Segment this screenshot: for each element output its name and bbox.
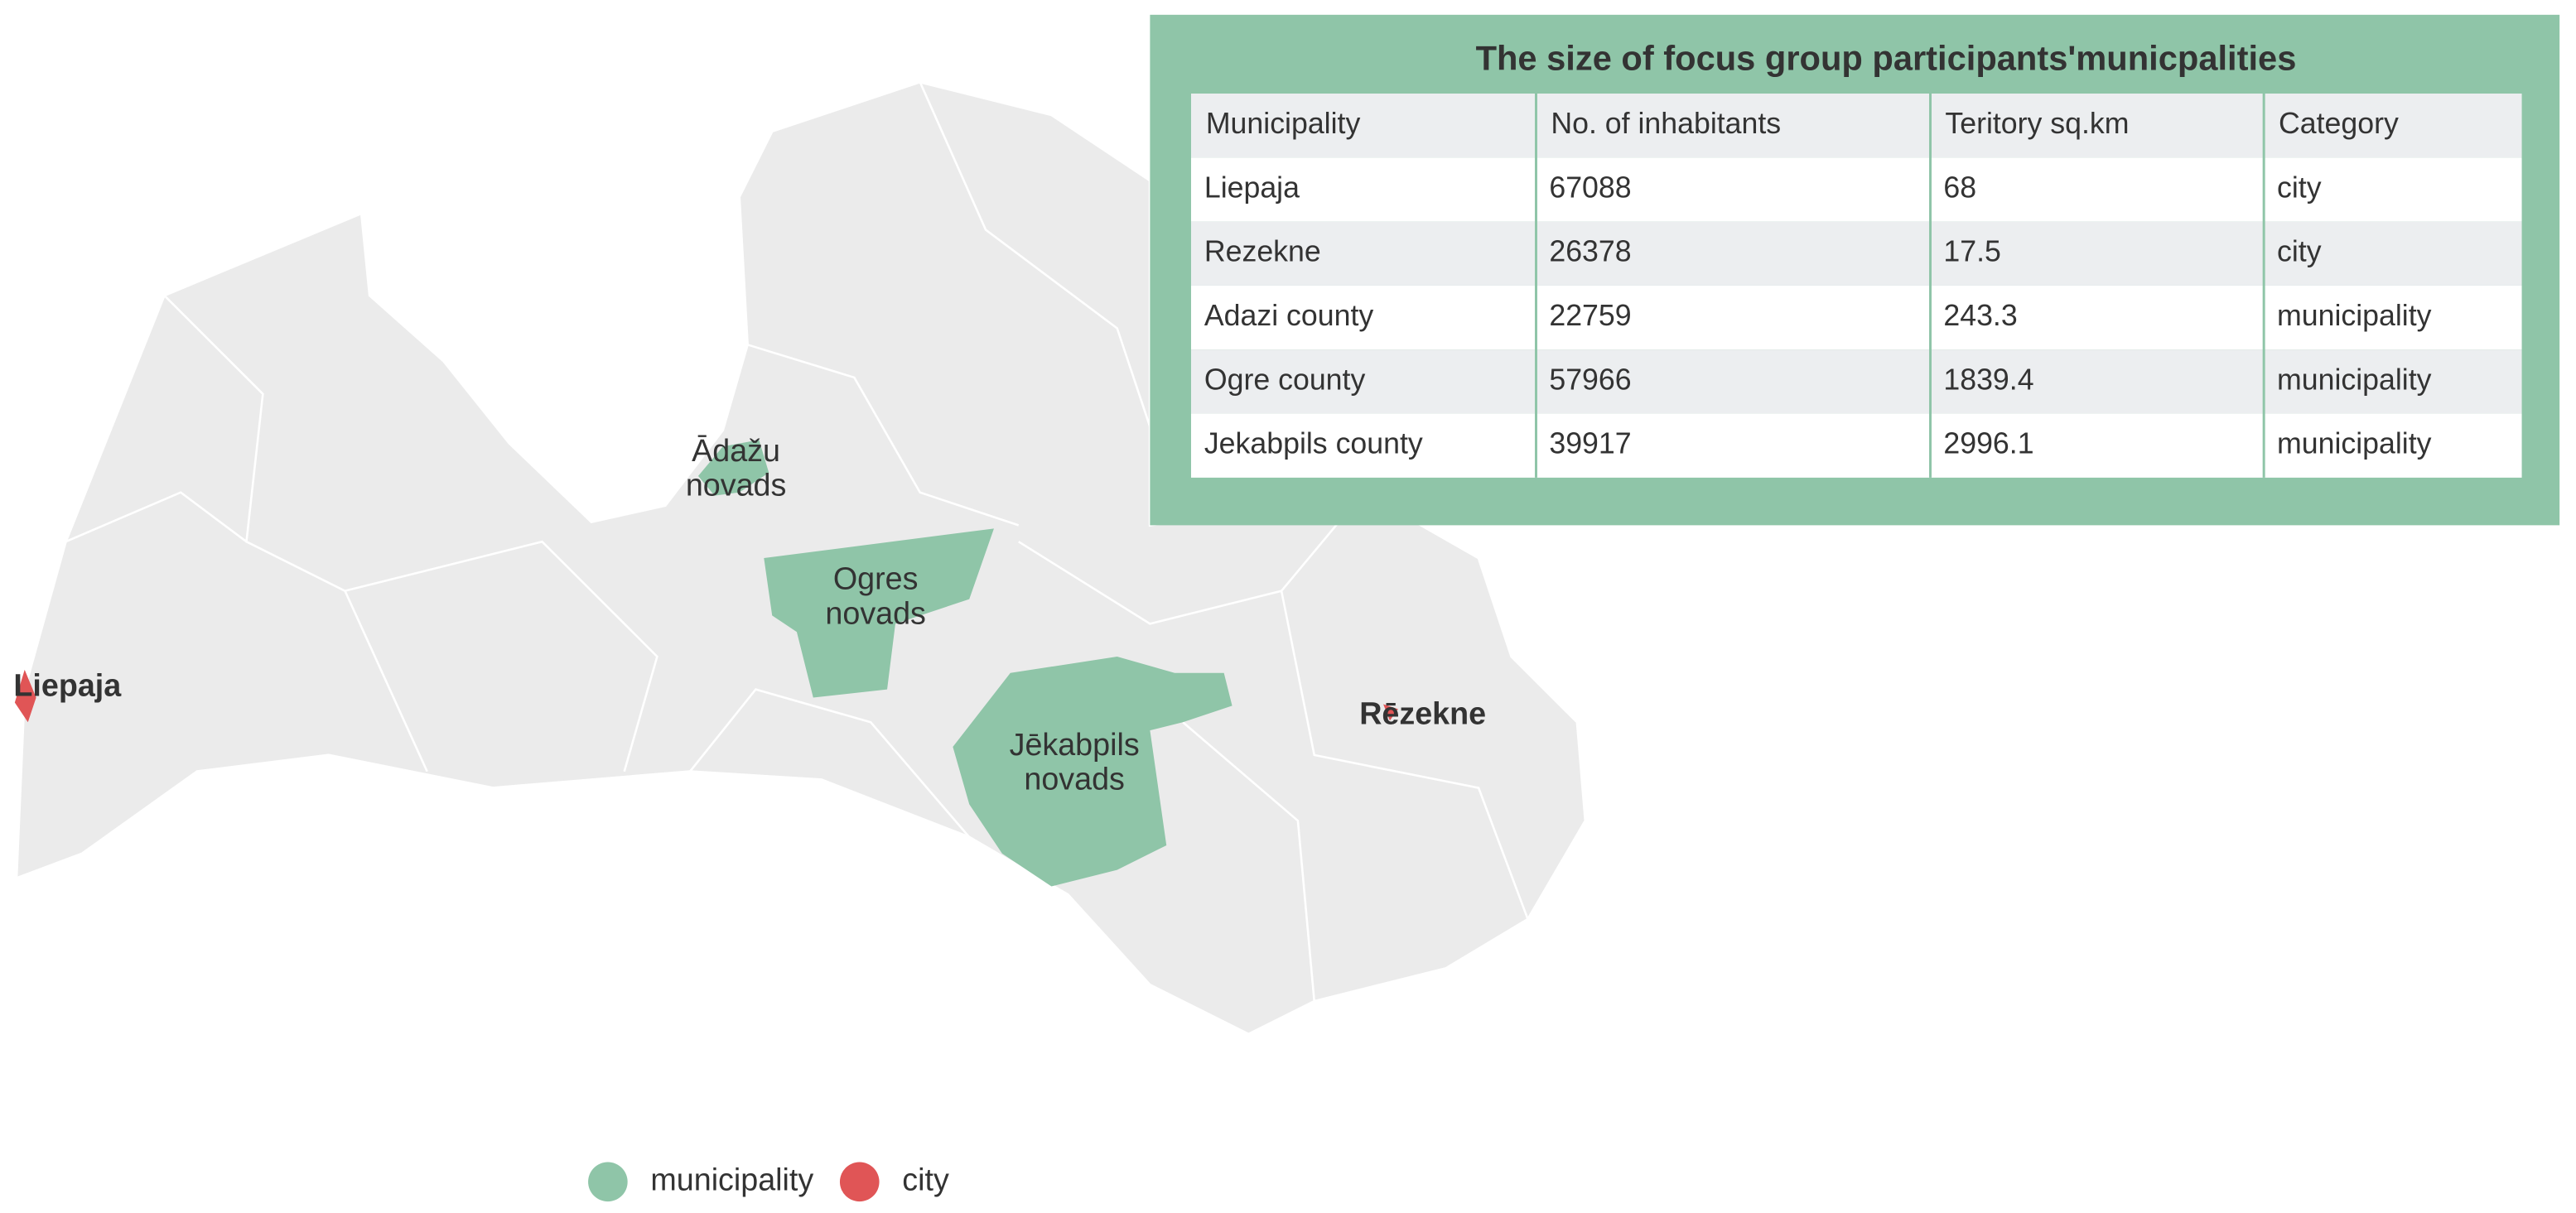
map-label: Liepaja: [13, 668, 122, 703]
table-row-bg: [1190, 93, 2522, 158]
table-cell: Liepaja: [1204, 171, 1300, 204]
city-liepaja: [14, 669, 36, 723]
table-header-cell: Category: [2279, 107, 2399, 140]
map-label: novads: [1024, 762, 1124, 797]
table-row-bg: [1190, 413, 2522, 478]
borders: [65, 81, 1529, 1002]
table-row-bg: [1190, 157, 2522, 222]
map-labels: ĀdažunovadsOgresnovadsJēkabpilsnovadsLie…: [13, 433, 1486, 796]
table-header-cell: Teritory sq.km: [1945, 107, 2129, 140]
table-cell: Adazi county: [1204, 299, 1374, 332]
table-cell: municipality: [2277, 363, 2432, 396]
table: Municipality No. of inhabitants Teritory s…: [1190, 93, 2522, 478]
table-header-cell: Municipality: [1206, 107, 1361, 140]
legend: municipality city: [588, 1162, 949, 1202]
table-cell: 243.3: [1943, 299, 2017, 332]
table-cell: 39917: [1549, 427, 1631, 460]
table-cell: municipality: [2277, 299, 2432, 332]
table-cell: 1839.4: [1943, 363, 2033, 396]
table-cell: municipality: [2277, 427, 2432, 460]
table-cell: Ogre county: [1204, 363, 1366, 396]
map-label: Rēzekne: [1359, 696, 1486, 730]
map: [14, 80, 1587, 1036]
map-label: novads: [825, 595, 925, 630]
table-cell: 68: [1943, 171, 1976, 204]
legend-label: city: [902, 1162, 949, 1196]
map-label: novads: [686, 468, 786, 503]
table-cell: 22759: [1549, 299, 1631, 332]
legend-swatch: [588, 1162, 628, 1202]
table-cell: Jekabpils county: [1204, 427, 1423, 460]
table-header-cell: No. of inhabitants: [1551, 107, 1781, 140]
legend-swatch: [839, 1162, 880, 1202]
table-cell: 67088: [1549, 171, 1631, 204]
table-cell: city: [2277, 235, 2322, 268]
table-row-bg: [1190, 285, 2522, 350]
table-cell: 26378: [1549, 235, 1631, 268]
table-cell: 17.5: [1943, 235, 2000, 268]
map-label: Ādažu: [692, 433, 780, 468]
table-title: The size of focus group participants'mun…: [1476, 38, 2297, 77]
table-cell: 2996.1: [1943, 427, 2033, 460]
table-cell: 57966: [1549, 363, 1631, 396]
region-adazi: [697, 440, 769, 496]
table-row-bg: [1190, 221, 2522, 286]
legend-label: municipality: [650, 1162, 813, 1196]
region-ogre: [764, 528, 994, 698]
map-label: Ogres: [833, 561, 919, 596]
city-rezekne: [1383, 704, 1398, 721]
table-row-bg: [1190, 349, 2522, 414]
region-jekabpils: [953, 656, 1233, 887]
table-cell: Rezekne: [1204, 235, 1321, 268]
table-cell: city: [2277, 171, 2322, 204]
map-label: Jēkabpils: [1010, 727, 1140, 762]
